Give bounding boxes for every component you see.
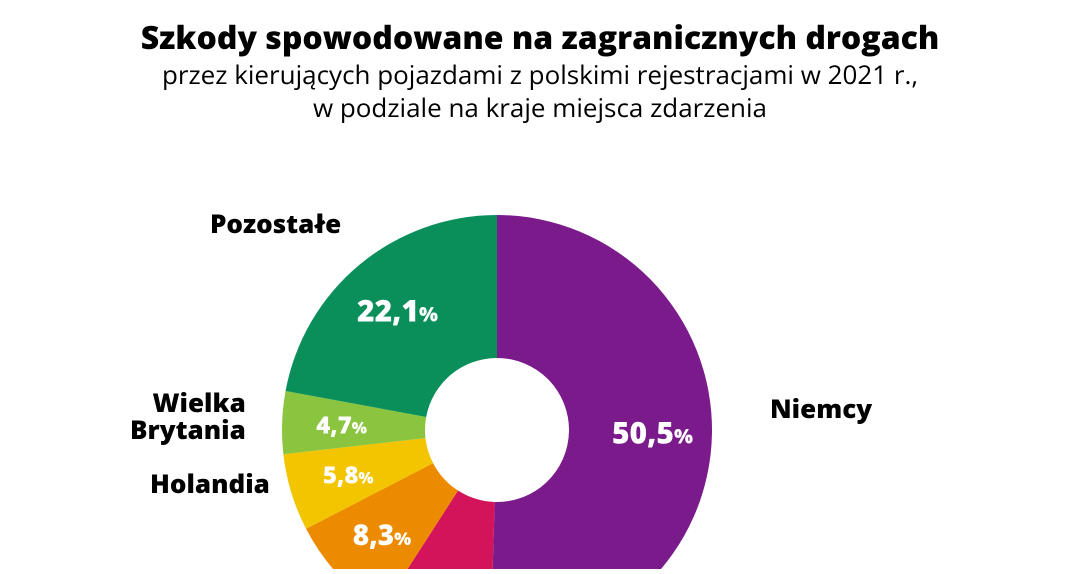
- pct-niemcy: 50,5%: [612, 412, 693, 453]
- label-wb: WielkaBrytania: [130, 389, 246, 444]
- pct-unk2: 8,3%: [353, 516, 412, 554]
- slice-niemcy: [490, 215, 712, 569]
- donut-chart: 50,5% Niemcy 8,3% 5,8% Holandia 4,7% WielkaBry…: [0, 0, 1080, 569]
- label-holandia: Holandia: [150, 470, 270, 497]
- pct-holandia: 5,8%: [323, 459, 374, 492]
- pct-wb: 4,7%: [316, 408, 367, 441]
- pct-pozostale: 22,1%: [357, 290, 438, 331]
- label-niemcy: Niemcy: [770, 395, 872, 422]
- label-pozostale: Pozostałe: [210, 210, 341, 237]
